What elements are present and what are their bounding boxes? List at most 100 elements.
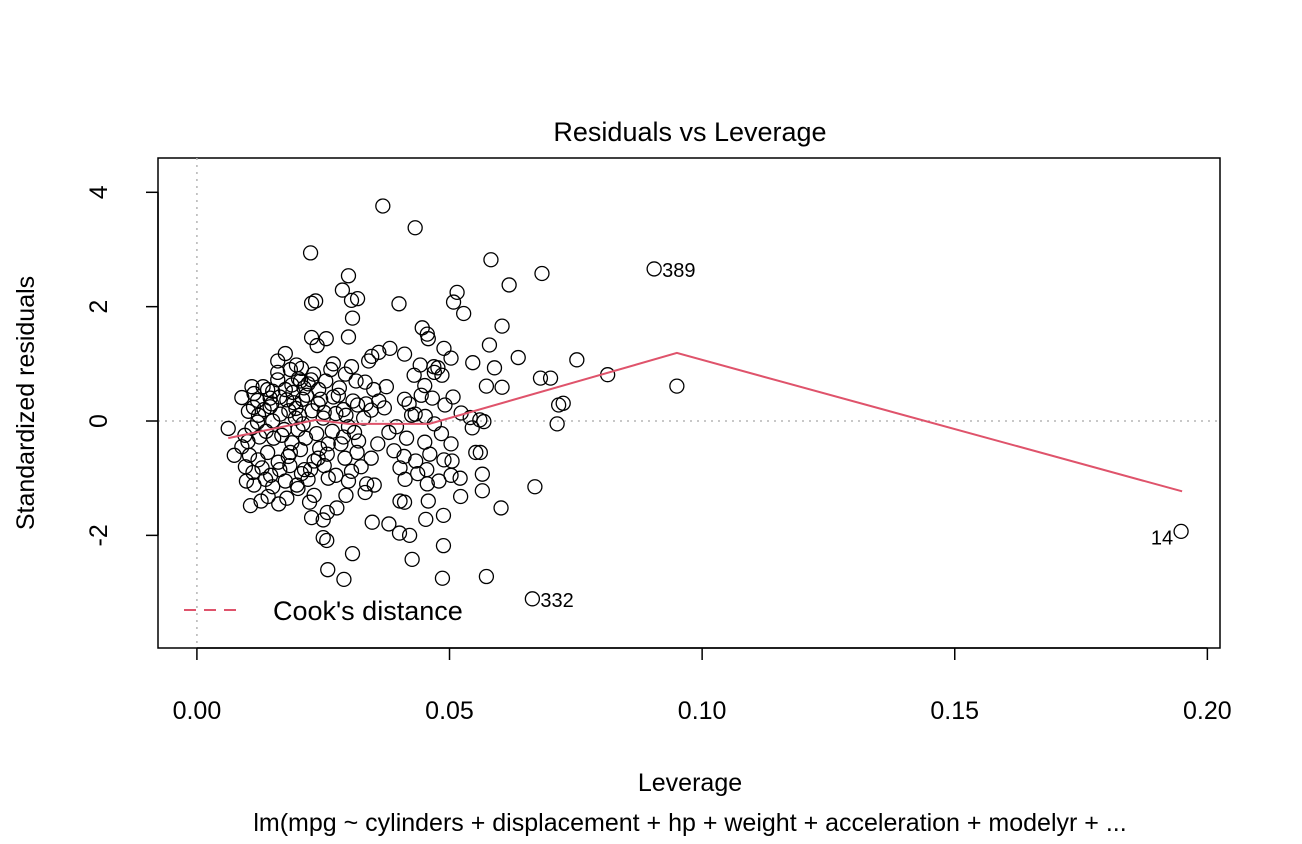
data-point: [420, 331, 436, 347]
data-point: [449, 284, 465, 301]
data-point: [320, 470, 336, 486]
x-tick-label: 0.05: [425, 697, 474, 725]
data-point: [404, 551, 420, 568]
data-point: [282, 361, 299, 378]
data-point: [318, 331, 334, 347]
data-point: [266, 430, 282, 446]
data-point: [300, 376, 316, 392]
data-point: [312, 440, 328, 457]
data-point: [437, 397, 453, 413]
x-axis-title: Leverage: [638, 769, 742, 797]
y-axis: -2 0 2 4: [85, 185, 159, 546]
data-point: [435, 538, 452, 554]
data-point: [431, 473, 447, 489]
data-point: [307, 293, 324, 309]
data-point: [532, 370, 549, 386]
data-point: [370, 436, 386, 452]
data-point: [443, 350, 459, 366]
data-point: [337, 450, 353, 466]
data-point: [277, 473, 293, 489]
point-label: 14: [1151, 527, 1173, 549]
data-point: [419, 476, 435, 492]
data-point: [555, 395, 571, 411]
data-point: [220, 420, 236, 437]
data-point: [396, 494, 413, 510]
data-point: [337, 366, 354, 382]
data-point: [464, 420, 480, 436]
data-point: [381, 424, 397, 441]
data-point: [259, 444, 276, 461]
data-point: [338, 487, 354, 503]
data-point: [386, 443, 402, 459]
data-point: [534, 265, 550, 282]
data-point: [330, 387, 347, 403]
data-point: [403, 407, 420, 423]
data-point: [349, 444, 365, 461]
data-point: [238, 473, 255, 489]
data-point: [381, 516, 397, 532]
data-point: [396, 346, 413, 362]
data-point: [413, 387, 429, 403]
data-point: [315, 529, 331, 546]
data-point: [420, 493, 436, 509]
x-tick-label: 0.00: [173, 697, 222, 725]
data-point: [476, 413, 492, 430]
data-point: [315, 410, 331, 426]
data-point: [241, 447, 258, 463]
data-point: [468, 444, 484, 461]
data-point: [323, 361, 339, 378]
y-tick-label: 0: [85, 414, 113, 428]
data-point: [452, 470, 468, 486]
data-point: [391, 525, 408, 541]
data-point: [244, 420, 260, 436]
data-point: [294, 391, 311, 407]
data-point: [262, 399, 278, 415]
data-point: [284, 435, 300, 451]
data-point: [483, 252, 499, 268]
data-point: [418, 511, 434, 528]
data-point: [242, 497, 259, 514]
data-point: [419, 461, 435, 478]
cooks-distance-curve: [228, 351, 1183, 493]
data-point: [397, 471, 413, 487]
data-point: [329, 500, 345, 516]
data-point: [234, 439, 250, 455]
data-point: [293, 360, 310, 377]
data-point: [319, 532, 335, 549]
data-point: [353, 459, 369, 475]
data-point: [456, 305, 472, 322]
data-point: [340, 419, 357, 435]
y-axis-title: Standardized residuals: [12, 276, 40, 530]
data-point: [391, 296, 407, 312]
y-tick-label: -2: [85, 524, 113, 546]
data-point: [406, 367, 422, 383]
data-point: [445, 389, 461, 405]
data-point: [262, 390, 278, 406]
data-point: [320, 562, 336, 578]
data-point: [303, 295, 320, 311]
data-point: [340, 329, 357, 345]
data-point: [277, 381, 293, 398]
data-point: [410, 465, 426, 482]
data-point: [472, 444, 488, 461]
data-point: [375, 198, 391, 214]
data-point: [355, 410, 372, 426]
data-point: [481, 337, 498, 353]
data-point: [344, 546, 361, 562]
data-point: [407, 220, 423, 236]
data-point: [434, 570, 451, 586]
data-point: [396, 391, 413, 407]
legend: Cook's distance: [184, 596, 463, 626]
data-point: [364, 348, 380, 365]
data-point: [296, 380, 312, 396]
data-point: [363, 402, 379, 418]
data-point: [306, 453, 322, 469]
chart-title: Residuals vs Leverage: [553, 117, 826, 147]
data-point: [343, 463, 360, 479]
data-point: [510, 349, 526, 366]
y-tick-label: 4: [85, 185, 113, 199]
data-point: [250, 452, 266, 468]
data-point: [357, 484, 373, 501]
data-point: [303, 509, 320, 526]
